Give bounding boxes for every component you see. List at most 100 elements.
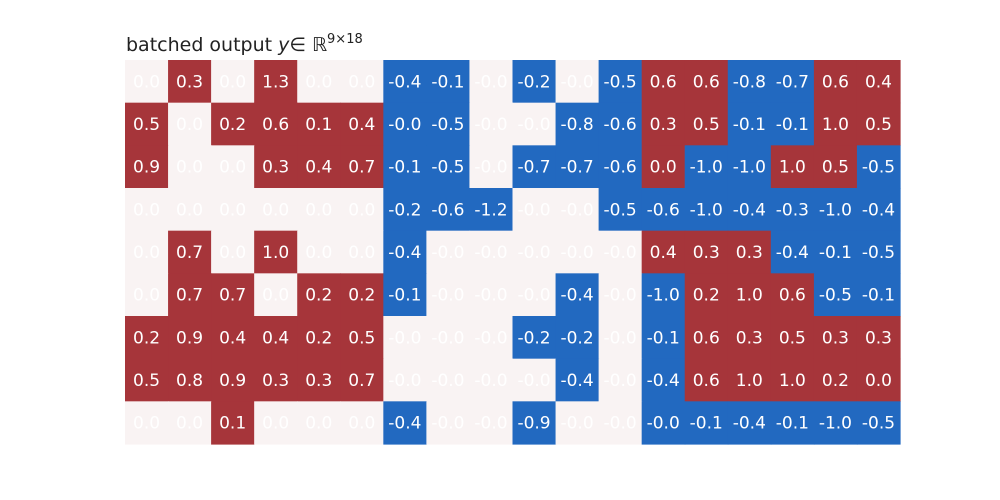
heatmap-cell-r7-c10	[555, 358, 600, 402]
heatmap-cell-r4-c1	[168, 230, 212, 274]
cell-label-r6-c0: 0.2	[133, 328, 160, 348]
heatmap-cell-r3-c17	[856, 188, 901, 232]
cell-label-r2-c5: 0.7	[348, 158, 375, 178]
cell-label-r4-c3: 1.0	[262, 243, 289, 263]
cell-label-r3-c17: -0.4	[862, 200, 895, 220]
cell-label-r8-c0: 0.0	[133, 414, 160, 434]
heatmap-cell-r8-c14	[727, 401, 772, 445]
cell-label-r5-c0: 0.0	[133, 286, 160, 306]
heatmap-cell-r8-c15	[770, 401, 815, 445]
heatmap-cell-r8-c5	[340, 401, 384, 445]
heatmap-cell-r8-c10	[555, 401, 600, 445]
cell-label-r6-c10: -0.2	[560, 328, 593, 348]
cell-label-r8-c6: -0.4	[388, 414, 421, 434]
cell-label-r0-c6: -0.4	[388, 72, 421, 92]
cell-label-r4-c14: 0.3	[736, 243, 763, 263]
cell-label-r1-c7: -0.5	[431, 115, 464, 135]
cell-label-r1-c2: 0.2	[219, 115, 246, 135]
heatmap-cell-r0-c12	[641, 60, 686, 104]
heatmap-cell-r3-c1	[168, 188, 212, 232]
heatmap-cell-r8-c9	[512, 401, 557, 445]
cell-label-r4-c16: -0.1	[819, 243, 852, 263]
heatmap-cell-r5-c5	[340, 273, 384, 317]
cell-label-r7-c1: 0.8	[176, 371, 203, 391]
heatmap-cell-r1-c7	[426, 102, 471, 146]
cell-label-r5-c9: -0.0	[517, 286, 550, 306]
cell-label-r6-c4: 0.2	[305, 328, 332, 348]
cell-label-r7-c11: -0.0	[604, 371, 637, 391]
cell-label-r2-c8: -0.0	[474, 158, 507, 178]
heatmap-cell-r4-c9	[512, 230, 557, 274]
heatmap-cell-r3-c8	[469, 188, 514, 232]
cell-label-r0-c10: -0.0	[560, 72, 593, 92]
heatmap-cell-r0-c15	[770, 60, 815, 104]
cell-label-r7-c14: 1.0	[736, 371, 763, 391]
cell-label-r6-c2: 0.4	[219, 328, 246, 348]
chart-title-text: batched output	[126, 34, 278, 56]
heatmap-cell-r2-c14	[727, 145, 772, 189]
heatmap-cell-r6-c15	[770, 316, 815, 360]
heatmap-cell-r2-c9	[512, 145, 557, 189]
cell-label-r5-c10: -0.4	[560, 286, 593, 306]
cell-label-r8-c10: -0.0	[560, 414, 593, 434]
cell-label-r2-c15: 1.0	[779, 158, 806, 178]
cell-label-r5-c16: -0.5	[819, 286, 852, 306]
cell-label-r8-c4: 0.0	[305, 414, 332, 434]
heatmap-cell-r6-c3	[254, 316, 298, 360]
cell-label-r3-c6: -0.2	[388, 200, 421, 220]
cell-label-r4-c0: 0.0	[133, 243, 160, 263]
cell-label-r6-c11: -0.0	[604, 328, 637, 348]
heatmap-cell-r0-c5	[340, 60, 384, 104]
cell-label-r4-c9: -0.0	[517, 243, 550, 263]
cell-label-r2-c0: 0.9	[133, 158, 160, 178]
heatmap-cell-r0-c2	[211, 60, 255, 104]
heatmap-cell-r1-c9	[512, 102, 557, 146]
cell-label-r1-c15: -0.1	[776, 115, 809, 135]
cell-label-r6-c7: -0.0	[431, 328, 464, 348]
cell-label-r8-c8: -0.0	[474, 414, 507, 434]
cell-label-r1-c4: 0.1	[305, 115, 332, 135]
cell-label-r3-c11: -0.5	[604, 200, 637, 220]
heatmap-cell-r4-c5	[340, 230, 384, 274]
cell-label-r3-c7: -0.6	[431, 200, 464, 220]
heatmap-cell-r4-c13	[684, 230, 729, 274]
chart-title: batched output y∈ ℝ9×18	[126, 32, 363, 56]
heatmap-cell-r1-c5	[340, 102, 384, 146]
cell-label-r6-c1: 0.9	[176, 328, 203, 348]
cell-label-r4-c11: -0.0	[604, 243, 637, 263]
heatmap-cell-r4-c3	[254, 230, 298, 274]
heatmap-cell-r0-c1	[168, 60, 212, 104]
cell-label-r4-c2: 0.0	[219, 243, 246, 263]
cell-label-r3-c9: -0.0	[517, 200, 550, 220]
heatmap-cell-r1-c17	[856, 102, 901, 146]
heatmap-cell-r6-c17	[856, 316, 901, 360]
cell-label-r3-c12: -0.6	[647, 200, 680, 220]
heatmap-cell-r3-c9	[512, 188, 557, 232]
heatmap-cell-r5-c0	[125, 273, 169, 317]
heatmap-cell-r1-c8	[469, 102, 514, 146]
cell-label-r7-c10: -0.4	[560, 371, 593, 391]
cell-label-r7-c7: -0.0	[431, 371, 464, 391]
heatmap-cell-r7-c14	[727, 358, 772, 402]
heatmap-cell-r3-c12	[641, 188, 686, 232]
heatmap-cell-r0-c10	[555, 60, 600, 104]
cell-label-r0-c7: -0.1	[431, 72, 464, 92]
cell-label-r0-c17: 0.4	[865, 72, 892, 92]
heatmap-cell-r1-c6	[383, 102, 427, 146]
heatmap-cell-r5-c9	[512, 273, 557, 317]
heatmap-cell-r0-c6	[383, 60, 427, 104]
cell-label-r3-c13: -1.0	[690, 200, 723, 220]
chart-title-sup: 9×18	[327, 32, 363, 47]
heatmap-cell-r2-c11	[598, 145, 643, 189]
cell-label-r8-c13: -0.1	[690, 414, 723, 434]
heatmap-cell-r6-c11	[598, 316, 643, 360]
heatmap-cell-r2-c0	[125, 145, 169, 189]
cell-label-r4-c4: 0.0	[305, 243, 332, 263]
heatmap-cell-r6-c1	[168, 316, 212, 360]
cell-label-r4-c10: -0.0	[560, 243, 593, 263]
cell-label-r4-c5: 0.0	[348, 243, 375, 263]
heatmap-cell-r2-c4	[297, 145, 341, 189]
cell-label-r2-c10: -0.7	[560, 158, 593, 178]
heatmap-cell-r5-c6	[383, 273, 427, 317]
heatmap-cell-r1-c1	[168, 102, 212, 146]
